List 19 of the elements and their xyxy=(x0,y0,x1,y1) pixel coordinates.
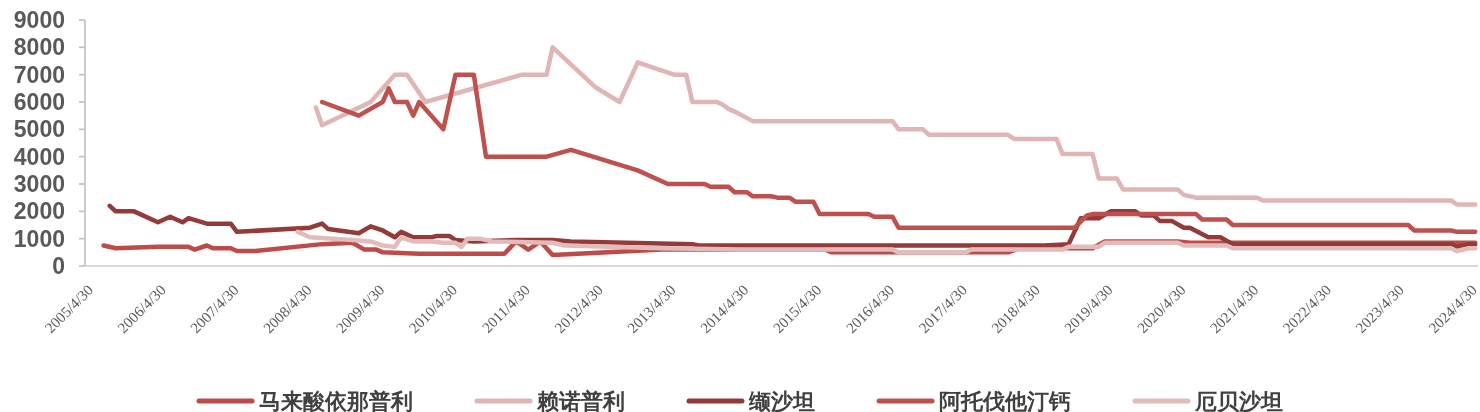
y-tick-label: 3000 xyxy=(13,171,65,197)
legend-label: 马来酸依那普利 xyxy=(259,389,413,412)
line-series xyxy=(313,45,1478,207)
legend-label: 赖诺普利 xyxy=(536,389,625,412)
y-tick-label: 0 xyxy=(52,253,65,279)
y-tick-label: 6000 xyxy=(13,89,65,115)
y-tick-label: 8000 xyxy=(13,34,65,61)
y-tick-label: 2000 xyxy=(13,198,65,225)
y-tick-label: 1000 xyxy=(13,225,65,252)
y-tick-label: 9000 xyxy=(13,7,65,33)
legend-label: 厄贝沙坦 xyxy=(1194,389,1283,412)
legend-label: 阿托伐他汀钙 xyxy=(939,389,1071,412)
y-tick-label: 5000 xyxy=(13,116,65,143)
line-series xyxy=(295,229,1478,255)
y-tick-label: 7000 xyxy=(13,61,65,88)
line-series xyxy=(107,203,1478,250)
y-tick-label: 4000 xyxy=(13,143,65,170)
legend-label: 缬沙坦 xyxy=(748,389,815,412)
line-series xyxy=(319,72,1478,235)
